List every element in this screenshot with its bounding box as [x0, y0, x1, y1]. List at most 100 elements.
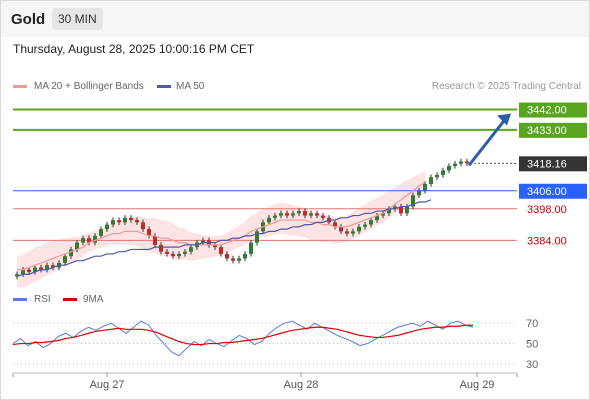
candle-body	[345, 231, 349, 234]
candle-body	[111, 220, 115, 225]
candle-body	[99, 229, 103, 236]
candle-body	[75, 242, 79, 250]
candle-body	[429, 177, 433, 184]
candle-body	[399, 206, 403, 214]
candle-body	[357, 226, 361, 232]
candle-body	[279, 213, 283, 216]
ma50-legend-swatch	[157, 85, 171, 88]
candle-body	[375, 215, 379, 221]
research-credit: Research © 2025 Trading Central	[431, 81, 581, 92]
candle-body	[201, 240, 205, 243]
level-label-3433.00: 3433.00	[527, 125, 567, 137]
candle-body	[171, 253, 175, 257]
candle-body	[123, 217, 127, 223]
rsi-tick-50: 50	[526, 339, 538, 351]
ma20-legend-swatch	[13, 85, 27, 88]
candle-body	[105, 224, 109, 230]
ma20-legend-label: MA 20 + Bollinger Bands	[34, 81, 144, 92]
timeframe-selector[interactable]: 30 MIN	[52, 8, 103, 30]
x-tick-label: Aug 28	[284, 379, 319, 391]
candle-body	[87, 238, 91, 243]
candle-body	[411, 195, 415, 207]
last-price-label: 3418.16	[527, 158, 567, 170]
candle-body	[141, 222, 145, 230]
rsi-line	[12, 320, 474, 357]
ma50-legend-label: MA 50	[176, 81, 205, 92]
ma50-line	[16, 199, 432, 278]
rsi-tick-70: 70	[526, 318, 538, 330]
x-tick-label: Aug 29	[460, 379, 495, 391]
level-tag-3406.00	[519, 183, 587, 199]
candle-body	[15, 274, 19, 277]
candle-body	[117, 220, 121, 223]
candle-body	[333, 222, 337, 227]
candle-body	[219, 247, 223, 254]
candle-body	[255, 231, 259, 243]
candle-body	[249, 242, 253, 254]
level-tag-3442.00	[519, 102, 587, 118]
level-label-3384.00: 3384.00	[527, 235, 567, 247]
candle-body	[423, 183, 427, 191]
candle-body	[351, 231, 355, 234]
level-label-3398.00: 3398.00	[527, 204, 567, 216]
candle-body	[393, 206, 397, 209]
rsi-legend-label: RSI	[34, 294, 51, 305]
candle-body	[309, 213, 313, 216]
last-price-tag	[519, 156, 587, 172]
timestamp: Thursday, August 28, 2025 10:00:16 PM CE…	[13, 42, 255, 56]
candle-body	[129, 217, 133, 221]
candle-body	[165, 251, 169, 254]
candle-body	[369, 220, 373, 225]
candle-body	[303, 211, 307, 216]
candle-body	[159, 244, 163, 252]
candle-body	[297, 211, 301, 214]
candle-body	[447, 165, 451, 171]
forecast-arrow-head	[497, 113, 511, 126]
rsi-legend-swatch	[13, 298, 27, 301]
candle-body	[135, 220, 139, 223]
candle-body	[243, 253, 247, 259]
rsi-ma-legend-swatch	[63, 298, 77, 301]
candle-body	[153, 235, 157, 245]
rsi-ma-line	[12, 324, 473, 346]
forecast-arrow-line	[467, 118, 507, 167]
candle-body	[387, 208, 391, 214]
candle-body	[39, 267, 43, 270]
candle-body	[45, 265, 49, 270]
x-tick-label: Aug 27	[90, 379, 125, 391]
rsi-tick-30: 30	[526, 359, 538, 371]
candle-body	[237, 258, 241, 261]
candle-body	[417, 190, 421, 196]
rsi-ma-legend-label: 9MA	[83, 294, 104, 305]
candle-body	[381, 213, 385, 216]
chart-header: Gold 30 MIN	[1, 1, 589, 37]
candle-body	[273, 215, 277, 218]
ma20-line	[17, 181, 426, 271]
level-label-3442.00: 3442.00	[527, 105, 567, 117]
candle-body	[225, 253, 229, 259]
candle-body	[267, 217, 271, 223]
level-tag-3433.00	[519, 122, 587, 138]
candle-body	[81, 238, 85, 243]
instrument-title: Gold	[11, 11, 46, 28]
candle-body	[63, 256, 67, 263]
candle-body	[33, 267, 37, 272]
candle-body	[321, 215, 325, 218]
bollinger-band-area	[17, 171, 425, 288]
candle-body	[27, 269, 31, 272]
candle-body	[459, 161, 463, 164]
candle-body	[183, 251, 187, 254]
candle-body	[177, 253, 181, 257]
candle-body	[363, 224, 367, 227]
candle-body	[231, 258, 235, 261]
candle-body	[315, 213, 319, 216]
candle-body	[285, 213, 289, 216]
candle-body	[147, 229, 151, 236]
candle-body	[435, 174, 439, 178]
candle-body	[453, 163, 457, 166]
candle-body	[51, 265, 55, 268]
candle-body	[465, 161, 469, 164]
candle-body	[21, 269, 25, 275]
